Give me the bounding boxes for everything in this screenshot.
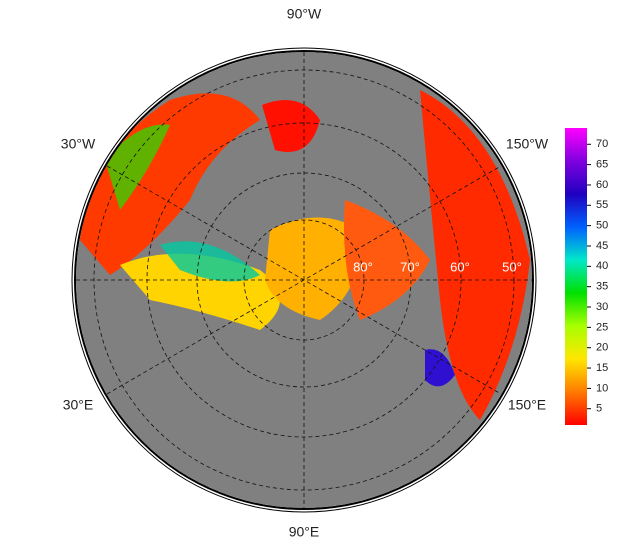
colorbar-tick-label: 35: [596, 281, 608, 293]
ocean-field: [262, 100, 320, 152]
meridian-label: 90°W: [287, 6, 322, 22]
meridian-label: 150°W: [506, 136, 549, 152]
map-border: [71, 47, 537, 513]
colorbar-tick-label: 25: [596, 321, 608, 333]
map-border: [74, 50, 534, 510]
colorbar-tick-label: 70: [596, 138, 608, 150]
colorbar-tick-label: 15: [596, 362, 608, 374]
meridian-label: 30°W: [61, 136, 96, 152]
colorbar-tick-label: 45: [596, 240, 608, 252]
colorbar-tick-label: 20: [596, 342, 608, 354]
colorbar-tick-label: 30: [596, 301, 608, 313]
meridian-label: 150°E: [508, 397, 546, 413]
latitude-label: 60°: [450, 259, 470, 274]
map-area: [76, 52, 532, 508]
ocean-field: [425, 349, 455, 387]
colorbar-tick-label: 55: [596, 199, 608, 211]
latitude-label: 70°: [400, 259, 420, 274]
colorbar-tick-label: 10: [596, 382, 608, 394]
ocean-field: [344, 200, 430, 320]
ocean-field: [265, 217, 361, 320]
graticule: [76, 52, 532, 508]
latitude-label: 50°: [502, 259, 522, 274]
colorbar-tick-label: 60: [596, 179, 608, 191]
colorbar-tick-label: 40: [596, 260, 608, 272]
ocean-field: [420, 90, 530, 420]
ocean-field: [105, 124, 170, 210]
latitude-label: 80°: [353, 259, 373, 274]
colorbar-tick-label: 5: [596, 403, 602, 415]
meridian-label: 30°E: [63, 397, 94, 413]
colorbar: [565, 128, 587, 425]
colorbar-tick-label: 50: [596, 220, 608, 232]
ocean-field: [160, 241, 260, 282]
meridian-label: 90°E: [289, 524, 320, 540]
colorbar-tick-label: 65: [596, 159, 608, 171]
